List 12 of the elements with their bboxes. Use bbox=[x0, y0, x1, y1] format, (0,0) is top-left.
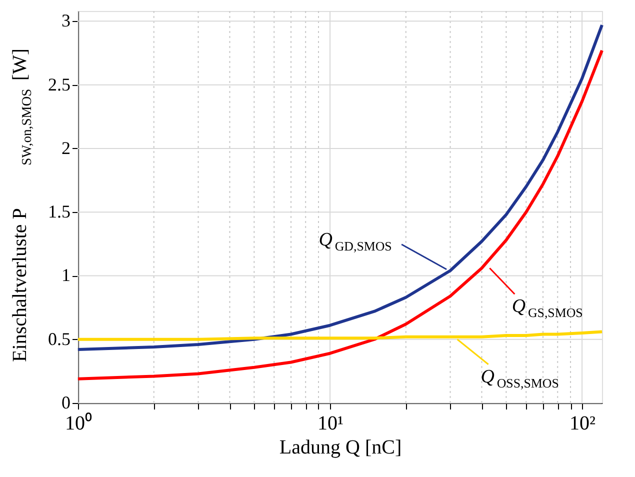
x-tick-label: 10² bbox=[570, 412, 596, 434]
y-tick-label: 3 bbox=[62, 10, 70, 31]
y-tick-label: 0.5 bbox=[48, 328, 70, 349]
x-axis-title: Ladung Q [nC] bbox=[279, 436, 402, 458]
y-tick-label: 2 bbox=[62, 138, 70, 158]
x-tick-label: 10¹ bbox=[318, 412, 344, 434]
y-tick-label: 1.5 bbox=[48, 202, 70, 222]
y-tick-label: 2.5 bbox=[48, 74, 70, 94]
y-tick-label: 1 bbox=[62, 265, 70, 286]
text: Einschaltverluste PSW,on,SMOS [W] bbox=[9, 48, 34, 362]
y-tick-label: 0 bbox=[62, 392, 70, 412]
x-tick-label: 10⁰ bbox=[65, 412, 92, 434]
